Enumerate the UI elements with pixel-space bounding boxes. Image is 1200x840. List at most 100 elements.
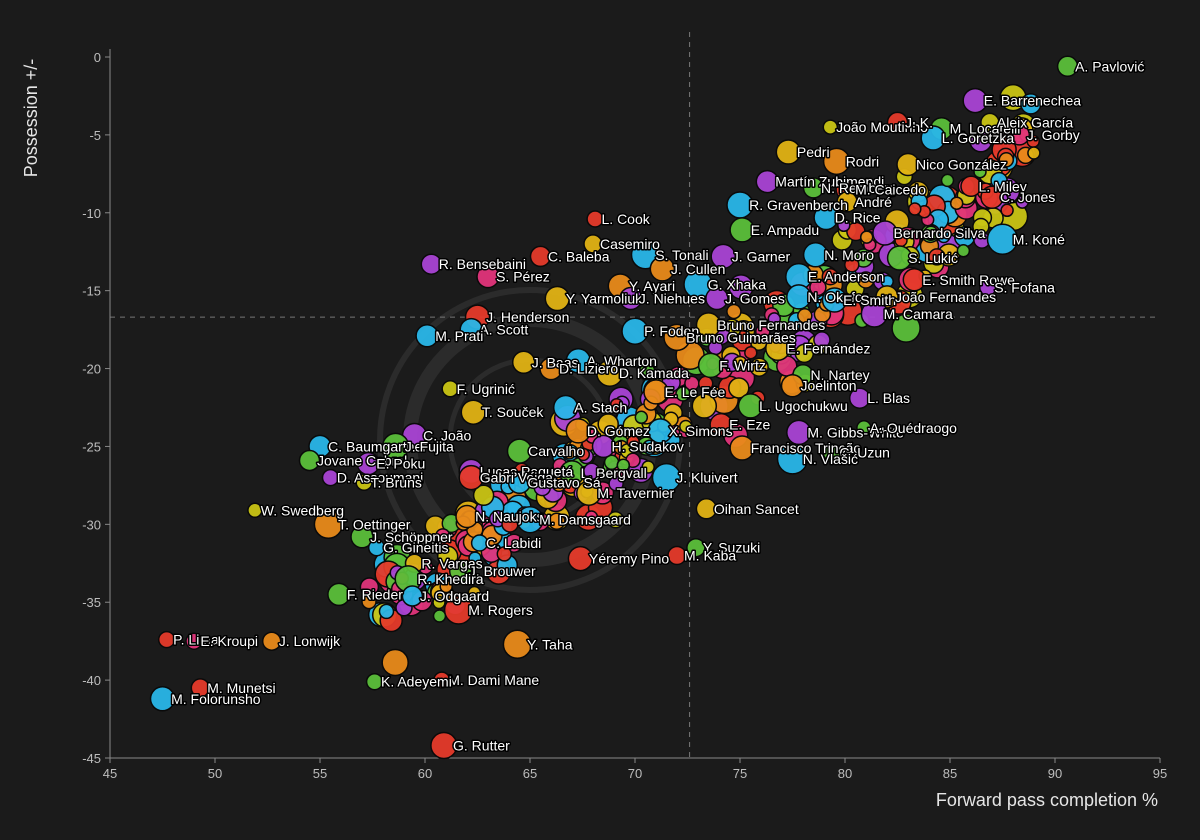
player-bubble <box>844 257 860 273</box>
player-bubble <box>728 377 750 399</box>
player-label: M. Rogers <box>468 602 533 618</box>
player-bubble <box>608 475 624 492</box>
player-label: A. Ouédraogo <box>870 420 957 436</box>
x-tick-label: 50 <box>208 766 222 781</box>
player-bubble <box>794 343 815 364</box>
player-bubble-labeled <box>822 147 851 176</box>
player-label: João Moutinho <box>836 119 928 135</box>
y-tick-label: -35 <box>82 595 101 610</box>
x-tick-label: 60 <box>418 766 432 781</box>
player-bubble-labeled <box>695 498 718 520</box>
player-label: Casemiro <box>600 236 660 252</box>
player-bubble-labeled <box>298 449 321 472</box>
player-bubble-labeled <box>686 537 706 558</box>
player-bubble-labeled <box>986 223 1019 256</box>
player-label: J. Gomes <box>725 291 785 307</box>
player-bubble <box>973 164 987 179</box>
player-bubble-labeled <box>710 243 736 270</box>
player-label: E. Kroupi <box>200 633 258 649</box>
player-label: M. Folorunsho <box>171 691 261 707</box>
player-bubble <box>749 357 769 377</box>
player-label: J. Garner <box>732 248 791 264</box>
player-bubble-labeled <box>356 451 381 476</box>
player-bubble-labeled <box>559 460 585 486</box>
player-label: N. Okafor <box>807 289 867 305</box>
player-label: J. K. <box>905 114 933 130</box>
player-bubble-labeled <box>539 356 563 381</box>
player-bubble-labeled <box>822 442 843 463</box>
player-label: T. Oettinger <box>338 516 411 532</box>
player-bubble-labeled <box>460 399 487 425</box>
player-label: E. Fernández <box>786 340 870 356</box>
player-bubble-labeled <box>822 119 839 135</box>
player-bubble <box>1015 195 1030 209</box>
player-bubble-labeled <box>813 204 839 231</box>
player-bubble-labeled <box>860 300 889 328</box>
player-bubble-labeled <box>430 731 458 760</box>
player-label: M. Camara <box>884 306 953 322</box>
player-bubble <box>634 410 649 425</box>
player-label: R. Bensebaini <box>439 256 526 272</box>
player-bubble-labeled <box>856 420 872 436</box>
player-label: J. Cullen <box>671 261 725 277</box>
player-bubble-labeled <box>980 112 1000 133</box>
player-bubble <box>606 511 625 529</box>
player-label: J. Brouwer <box>469 563 536 579</box>
axes: 45 50 55 60 65 70 75 80 85 90 95 0 -5 -10 -15 -20 -25 -30… <box>82 49 1167 781</box>
player-label: S. Pérez <box>496 269 550 285</box>
x-tick-label: 85 <box>943 766 957 781</box>
player-bubble <box>732 355 748 372</box>
player-label: L. Bergvall <box>581 465 647 481</box>
player-bubble-labeled <box>780 373 805 398</box>
player-label: Bruno Fernandes <box>717 317 825 333</box>
player-bubble-labeled <box>709 412 733 437</box>
player-bubble <box>949 196 964 210</box>
player-bubble-labeled <box>960 175 982 198</box>
player-bubble-labeled <box>247 502 263 519</box>
player-bubble <box>597 413 619 435</box>
player-bubble-labeled <box>327 582 351 607</box>
player-bubble-labeled <box>552 394 579 421</box>
player-bubble <box>533 478 552 497</box>
player-bubble-labeled <box>459 317 483 342</box>
player-bubble-labeled <box>576 480 602 506</box>
player-bubble-labeled <box>886 245 913 271</box>
player-label: F. Ugrinić <box>457 381 515 397</box>
player-bubble-labeled <box>529 245 552 268</box>
player-label: D. Gómez <box>587 423 650 439</box>
player-bubble-labeled <box>667 545 687 566</box>
player-label: Y. Suzuki <box>703 540 760 556</box>
player-label: Aleix García <box>997 114 1073 130</box>
player-label: L. Goretzka <box>942 130 1015 146</box>
player-bubble-labeled <box>433 671 451 689</box>
y-axis-title: Possession +/- <box>21 59 41 178</box>
player-label: M. Caicedo <box>855 181 926 197</box>
player-bubble <box>641 439 658 455</box>
player-label: M. Dami Mane <box>448 672 539 688</box>
player-bubble <box>472 484 495 507</box>
player-label: T. Souček <box>482 404 544 420</box>
player-label: M. Prati <box>435 328 483 344</box>
player-bubble-labeled <box>920 125 946 151</box>
player-bubble <box>616 458 631 472</box>
player-bubble-labeled <box>367 538 386 557</box>
player-bubble-labeled <box>902 268 927 292</box>
player-bubble-labeled <box>755 169 780 194</box>
player-bubble-labeled <box>355 473 373 492</box>
player-label: M. Gibbs-White <box>807 424 904 440</box>
player-label: L. Miley <box>979 178 1027 194</box>
player-bubble-labeled <box>695 312 722 338</box>
player-bubble <box>496 546 513 562</box>
player-label: A. Stach <box>574 400 627 416</box>
player-bubble <box>679 419 693 434</box>
player-label: E. Le Fée <box>665 384 726 400</box>
x-tick-label: 70 <box>628 766 642 781</box>
player-bubble-labeled <box>321 468 340 487</box>
player-bubble-labeled <box>401 585 424 607</box>
player-bubble-labeled <box>506 438 533 464</box>
player-label: N. Moro <box>824 247 874 263</box>
player-bubble-labeled <box>458 464 484 491</box>
player-bubble <box>1000 203 1014 218</box>
